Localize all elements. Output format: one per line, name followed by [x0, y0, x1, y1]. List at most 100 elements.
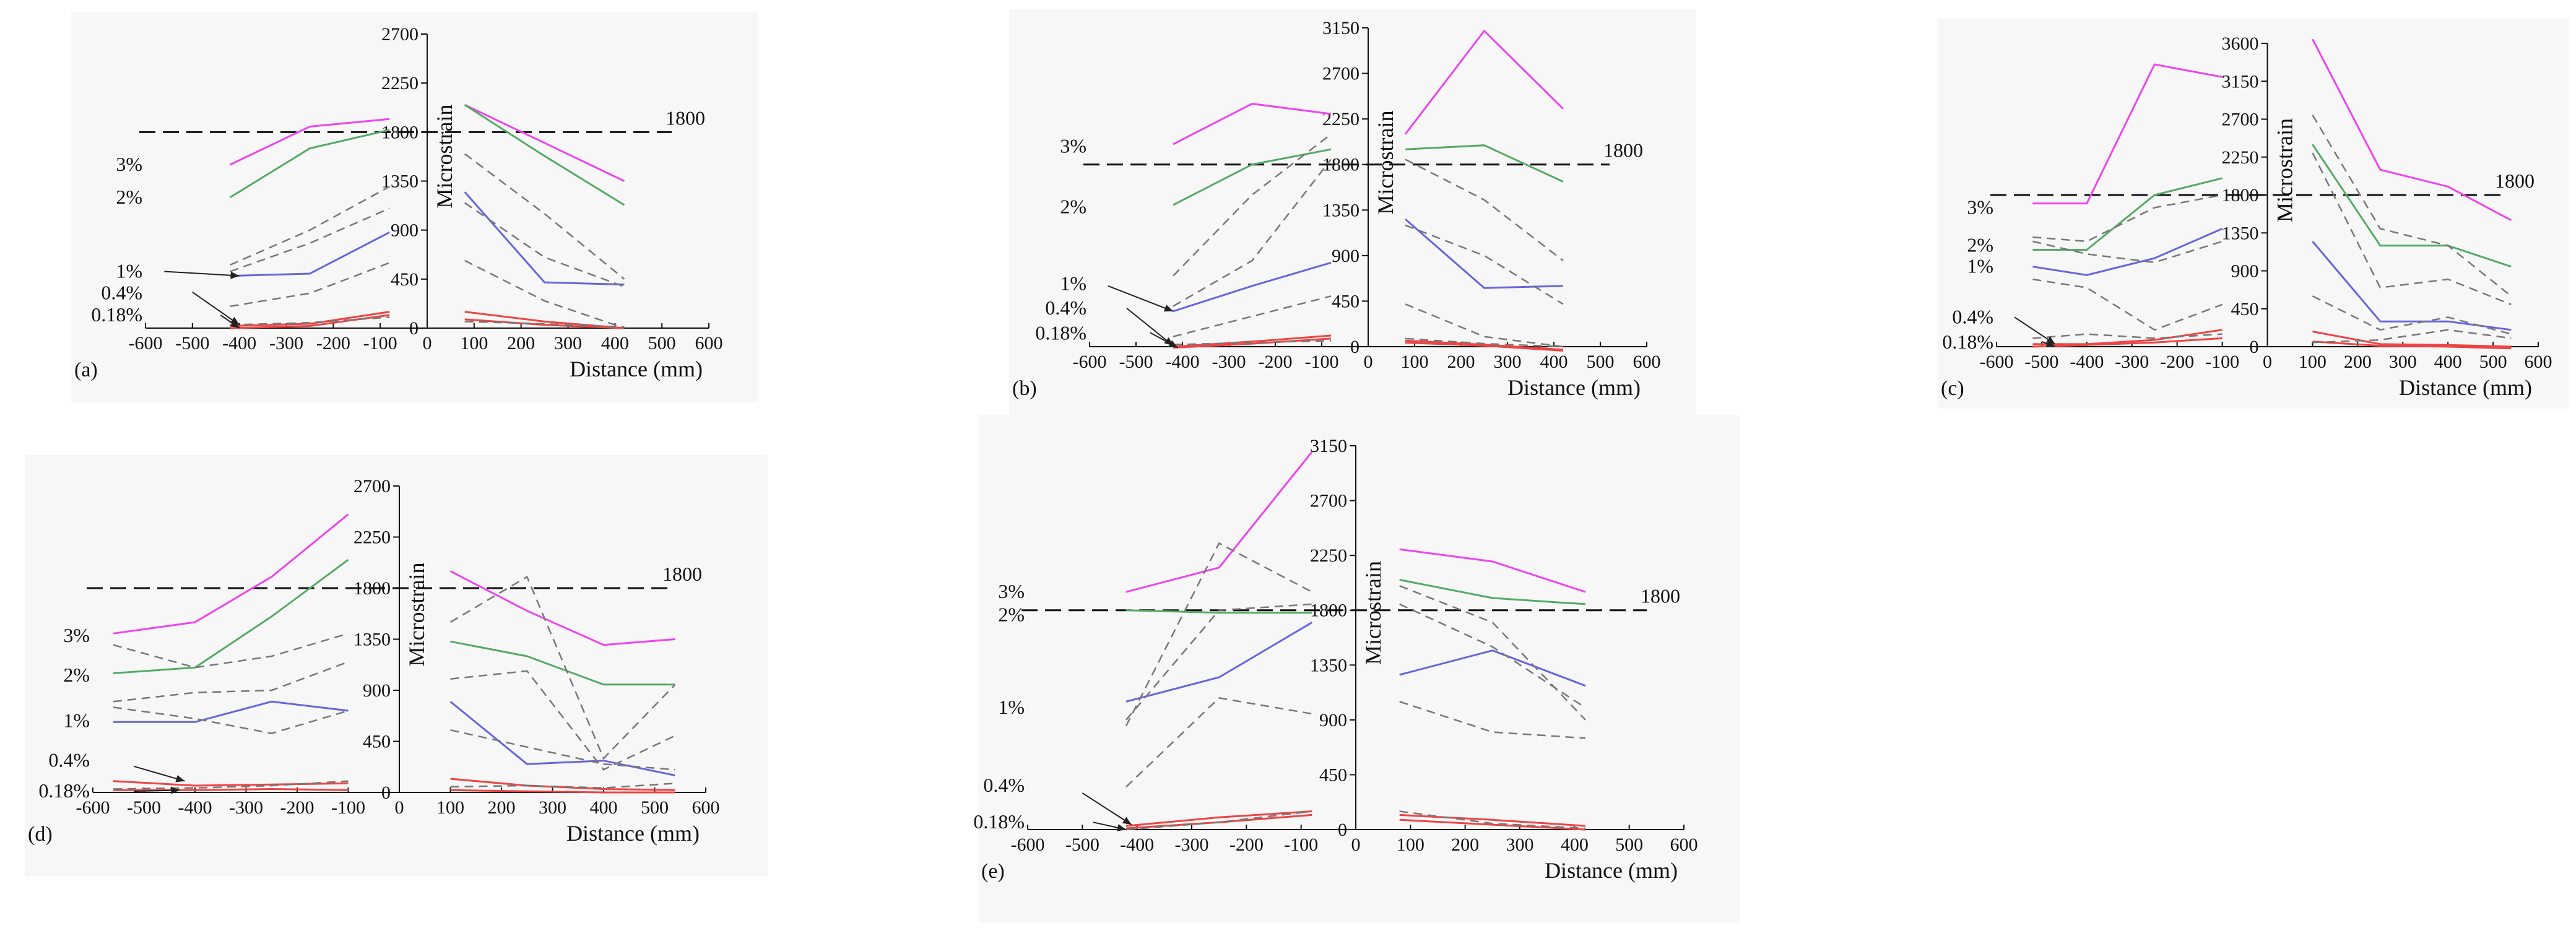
- gauge-line: [1125, 697, 1312, 788]
- x-tick-label: 100: [2299, 352, 2327, 372]
- gauge-line: [464, 321, 625, 328]
- panel-label: (b): [1012, 377, 1037, 400]
- series-label: 3%: [1967, 196, 1993, 218]
- x-tick-label: 600: [692, 797, 720, 818]
- series-label: 0.18%: [38, 779, 90, 802]
- series-line-3pct: [2032, 63, 2223, 205]
- series-line-2pct: [2312, 144, 2512, 268]
- gauge-line: [1125, 603, 1312, 721]
- x-tick-label: -100: [331, 797, 365, 818]
- series-line-0-18pct: [1399, 818, 1586, 831]
- x-tick-label: -400: [222, 333, 256, 353]
- series-label: 0.18%: [1035, 322, 1086, 344]
- series-label: 1%: [998, 696, 1025, 718]
- reference-line-label: 1800: [666, 106, 705, 129]
- x-tick-label: 300: [554, 333, 582, 353]
- series-line-0-18pct: [2312, 340, 2512, 350]
- series-line-1pct: [1399, 649, 1586, 687]
- x-axis-title: Distance (mm): [1545, 858, 1678, 883]
- x-tick-label: -100: [2205, 352, 2239, 372]
- series-label: 1%: [116, 260, 142, 282]
- x-tick-label: 400: [2434, 352, 2462, 372]
- y-tick-label: 2250: [381, 73, 418, 93]
- gauge-line: [2312, 115, 2512, 297]
- y-tick-label: 2700: [353, 476, 391, 497]
- y-tick-label: 900: [2231, 261, 2259, 282]
- y-tick-label: 450: [391, 269, 418, 290]
- chart-panel-a: -600 -500 -400 -300 -200 -100 0 100 200 300 400 500…: [59, 12, 758, 402]
- reference-line-label: 1800: [1641, 585, 1680, 607]
- series-line-1pct: [230, 231, 390, 277]
- x-tick-label: -200: [1259, 352, 1293, 372]
- series-line-3pct: [1173, 103, 1332, 145]
- series-label: 0.18%: [973, 810, 1025, 833]
- y-axis-title: Microstrain: [404, 563, 429, 667]
- series-label: 0.4%: [1952, 305, 1993, 327]
- x-tick-label: -100: [1305, 352, 1339, 372]
- x-tick-label: -200: [1229, 835, 1264, 855]
- x-axis-title: Distance (mm): [570, 357, 703, 381]
- y-tick-label: 2250: [1322, 109, 1360, 129]
- gauge-line: [450, 729, 675, 771]
- x-tick-label: 400: [1540, 352, 1568, 372]
- x-axis-title: Distance (mm): [1507, 375, 1641, 400]
- series-line-2pct: [2032, 177, 2223, 251]
- x-tick-label: 400: [601, 333, 629, 353]
- y-axis-title: Microstrain: [432, 105, 457, 209]
- series-line-1pct: [2032, 228, 2223, 276]
- series-line-0-4pct: [1173, 334, 1332, 348]
- y-axis-title: Microstrain: [1373, 111, 1398, 215]
- series-line-0-4pct: [1399, 813, 1586, 827]
- reference-line-label: 1800: [1603, 139, 1643, 162]
- panel-label: (c): [1941, 377, 1964, 400]
- series-line-0-4pct: [2032, 329, 2223, 345]
- gauge-line: [464, 202, 625, 288]
- series-label: 0.18%: [91, 303, 142, 326]
- series-label: 0.4%: [48, 749, 90, 771]
- x-tick-label: -300: [1212, 352, 1246, 372]
- chart-a-svg: -600 -500 -400 -300 -200 -100 0 100 200 300 400 500…: [71, 12, 758, 402]
- gauge-line: [1405, 224, 1564, 305]
- series-line-1pct: [464, 191, 625, 286]
- series-label: 2%: [1060, 195, 1086, 217]
- gauge-line: [2032, 194, 2223, 243]
- gauge-line: [450, 783, 675, 789]
- gauge-line: [1399, 701, 1586, 739]
- gauge-line: [1173, 133, 1332, 277]
- panel-label: (d): [28, 823, 53, 846]
- gauge-line: [113, 661, 349, 703]
- y-axis-title: Microstrain: [1361, 561, 1386, 665]
- x-tick-label: 100: [436, 797, 464, 818]
- arrow-head: [171, 786, 180, 794]
- series-line-2pct: [1399, 579, 1586, 605]
- y-tick-label: 2700: [381, 24, 418, 45]
- series-label: 3%: [1060, 134, 1086, 157]
- y-tick-label: 450: [1319, 765, 1347, 785]
- gauge-line: [1405, 337, 1564, 348]
- label-arrow: [133, 765, 185, 782]
- series-line-3pct: [2312, 38, 2512, 222]
- series-line-1pct: [1405, 218, 1564, 289]
- chart-d-background: [25, 455, 768, 876]
- x-tick-label: -400: [1166, 352, 1200, 372]
- series-line-3pct: [1399, 548, 1586, 593]
- y-tick-label: 2250: [1310, 545, 1347, 566]
- y-tick-label: 900: [391, 220, 418, 241]
- arrow-head: [1163, 305, 1173, 312]
- x-tick-label: 100: [460, 333, 488, 353]
- series-line-1pct: [449, 701, 675, 776]
- gauge-line: [1405, 158, 1564, 261]
- arrow-head: [175, 775, 185, 783]
- x-tick-label: 600: [1633, 352, 1661, 372]
- series-line-2pct: [450, 640, 675, 686]
- gauge-line: [1125, 542, 1312, 727]
- arrow-head: [2045, 340, 2055, 347]
- gauge-line: [449, 575, 676, 760]
- series-line-1pct: [113, 700, 349, 723]
- series-line-3pct: [113, 513, 349, 635]
- gauge-line: [1125, 810, 1312, 831]
- series-line-0-18pct: [113, 787, 349, 791]
- y-tick-label: 1350: [353, 630, 391, 650]
- x-tick-label: 200: [1451, 835, 1479, 855]
- x-tick-label: 500: [1615, 835, 1643, 855]
